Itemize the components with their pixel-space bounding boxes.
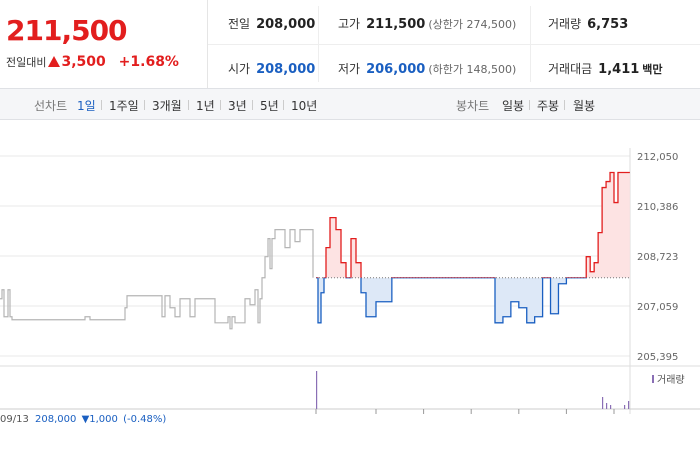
today-down-line (316, 277, 587, 324)
stat-trade-amount: 거래대금 1,411 백만 (548, 60, 663, 77)
stat-value: 1,411 (598, 62, 640, 77)
tab-3m[interactable]: 3개월 (152, 99, 182, 113)
stat-sub: (상한가 274,500) (428, 18, 517, 31)
line-chart-header: 선차트 (34, 99, 68, 113)
stat-unit: 백만 (642, 63, 663, 76)
tab-divider (529, 100, 530, 110)
volume-bar (316, 371, 318, 409)
y-tick-label: 208,723 (637, 252, 678, 263)
volume-bar (628, 401, 630, 409)
volume-bar (606, 403, 608, 409)
stat-key: 저가 (338, 62, 361, 76)
down-area (316, 277, 630, 323)
y-tick-label: 212,050 (637, 152, 678, 163)
change-percent: +1.68% (118, 54, 179, 70)
y-axis: 212,050 210,386 208,723 207,059 205,395 (637, 152, 678, 363)
stat-key: 시가 (228, 62, 251, 76)
stat-value: 208,000 (256, 62, 316, 77)
previous-day-line (0, 229, 314, 330)
volume-bar (610, 405, 612, 409)
footer-close: 208,000 (35, 414, 77, 425)
stat-value: 211,500 (366, 17, 426, 32)
tab-3y[interactable]: 3년 (228, 99, 247, 113)
stat-key: 거래량 (548, 17, 582, 31)
chart-tab-bar: 선차트 1일 1주일 3개월 1년 3년 5년 10년 봉차트 일봉 주봉 월봉 (0, 88, 700, 120)
tab-divider (144, 100, 145, 110)
x-axis: 09/1910:0011:0012:0013:0014:0015:00 (315, 409, 615, 414)
tab-weekly-candle[interactable]: 주봉 (537, 99, 560, 113)
tab-1y[interactable]: 1년 (196, 99, 215, 113)
up-area (326, 172, 630, 278)
stat-value: 6,753 (587, 17, 629, 32)
chart-grid (0, 148, 700, 414)
tab-1w[interactable]: 1주일 (109, 99, 139, 113)
stat-low: 저가 206,000 (하한가 148,500) (338, 60, 516, 77)
price-box: 211,500 전일대비 3,500 +1.68% (0, 0, 208, 88)
volume-bar (624, 405, 626, 409)
stat-value: 206,000 (366, 62, 426, 77)
stat-high: 고가 211,500 (상한가 274,500) (338, 15, 516, 32)
stat-open: 시가 208,000 (228, 60, 315, 77)
stat-value: 208,000 (256, 17, 316, 32)
change-amount: 3,500 (61, 54, 106, 70)
tab-divider (252, 100, 253, 110)
tab-divider (188, 100, 189, 110)
volume-bar (602, 397, 604, 409)
footer-date: 09/13 (0, 414, 29, 425)
candle-chart-header: 봉차트 (456, 99, 490, 113)
change-label: 전일대비 (6, 56, 47, 69)
today-up-line (316, 171, 630, 278)
tab-daily-candle[interactable]: 일봉 (502, 99, 525, 113)
change-row: 전일대비 3,500 +1.68% (6, 54, 179, 70)
tab-divider (283, 100, 284, 110)
stat-prev-close: 전일 208,000 (228, 15, 315, 32)
divider (208, 44, 700, 45)
tab-5y[interactable]: 5년 (260, 99, 279, 113)
prev-series-line (0, 229, 314, 330)
stat-key: 거래대금 (548, 62, 593, 76)
y-tick-label: 210,386 (637, 202, 678, 213)
stat-key: 고가 (338, 17, 361, 31)
footer-change: ▼1,000 (81, 414, 118, 425)
tab-divider (101, 100, 102, 110)
volume-legend-icon (652, 375, 654, 383)
tab-1d[interactable]: 1일 (77, 99, 96, 113)
quote-panel: 211,500 전일대비 3,500 +1.68% 전일 208,000 고가 211… (0, 0, 700, 88)
tab-divider (220, 100, 221, 110)
y-tick-label: 205,395 (637, 352, 678, 363)
tab-10y[interactable]: 10년 (291, 99, 318, 113)
today-line (316, 171, 630, 324)
up-triangle-icon (48, 56, 61, 67)
stat-volume: 거래량 6,753 (548, 15, 628, 32)
stat-sub: (하한가 148,500) (428, 63, 517, 76)
chart-footer: 09/13 208,000 ▼1,000 (-0.48%) (0, 414, 166, 425)
footer-percent: (-0.48%) (123, 414, 167, 425)
volume-pane: 거래량 (316, 371, 685, 409)
volume-legend-label: 거래량 (657, 374, 685, 386)
stat-key: 전일 (228, 17, 251, 31)
y-tick-label: 207,059 (637, 302, 678, 313)
tab-divider (564, 100, 565, 110)
tab-monthly-candle[interactable]: 월봉 (573, 99, 596, 113)
current-price: 211,500 (6, 14, 128, 47)
